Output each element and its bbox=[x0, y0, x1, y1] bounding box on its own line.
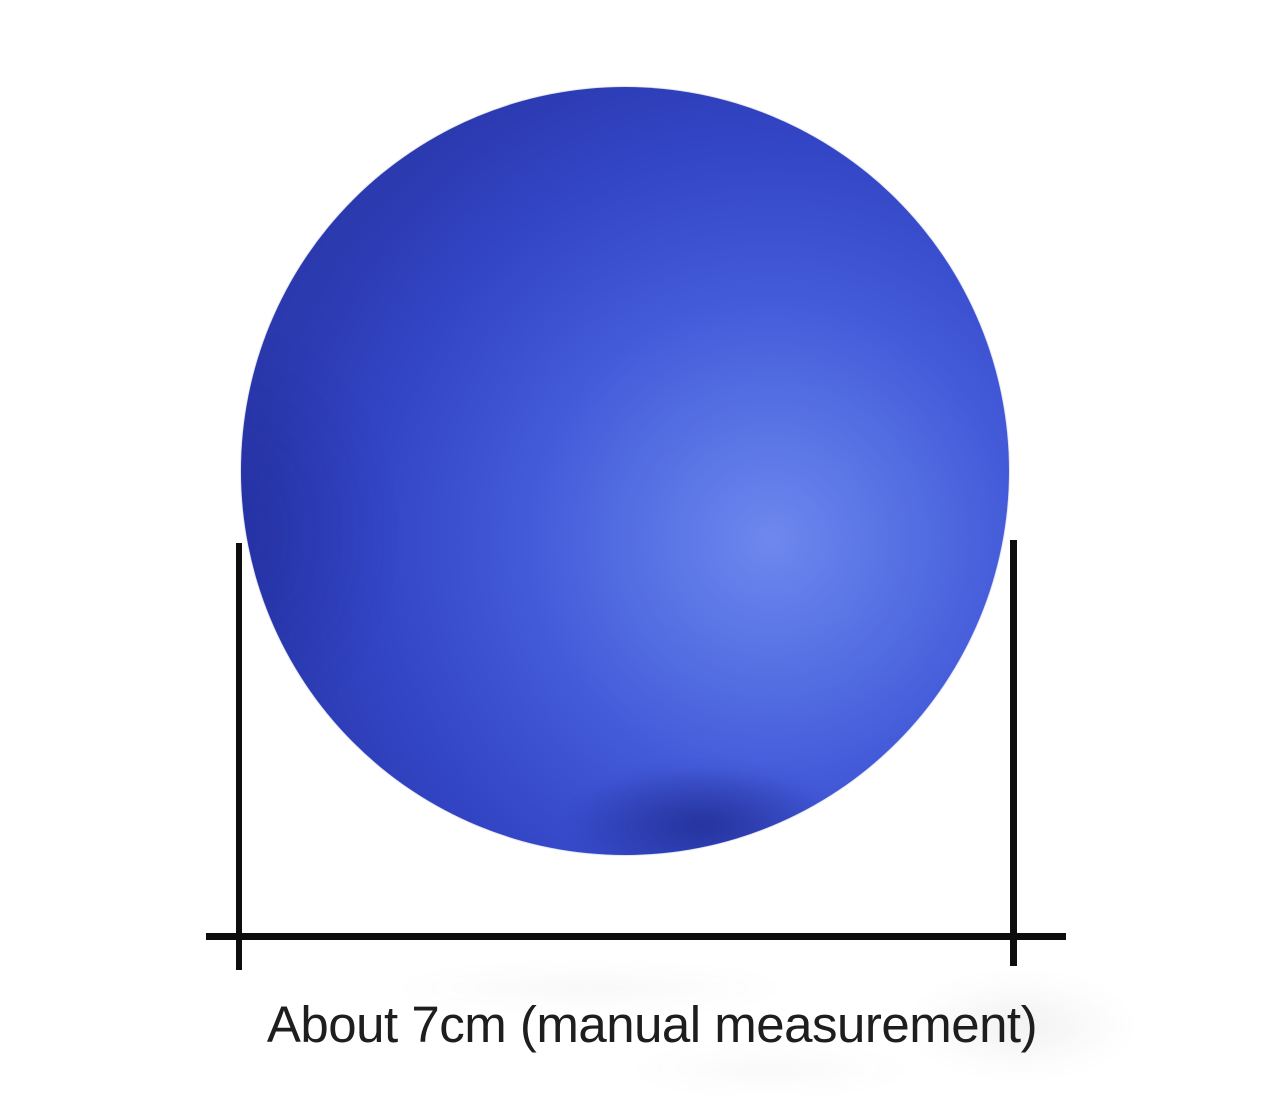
blue-ball-photo bbox=[241, 87, 1009, 855]
dimension-line bbox=[206, 933, 1066, 940]
dimension-tick-left bbox=[236, 543, 242, 970]
ball-left-shading bbox=[241, 302, 410, 763]
watermark-smudge bbox=[620, 1050, 920, 1090]
ball-bottom-shadow bbox=[563, 762, 841, 855]
measurement-caption: About 7cm (manual measurement) bbox=[266, 996, 1038, 1053]
dimension-tick-right bbox=[1010, 540, 1017, 966]
